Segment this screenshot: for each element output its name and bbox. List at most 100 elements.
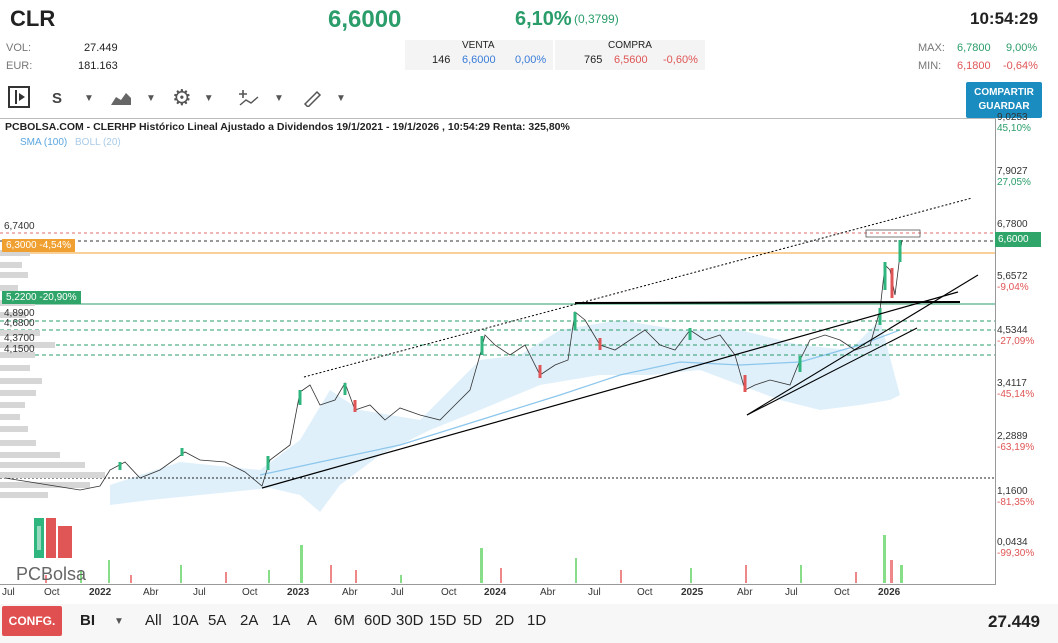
footer-volume: 27.449: [988, 612, 1040, 631]
gear-icon: ⚙: [172, 85, 192, 110]
bollinger-band: [110, 320, 900, 512]
right-axis-pct: 45,10%: [997, 123, 1031, 134]
timeframe-all[interactable]: All: [145, 612, 162, 629]
trendline-bottom: [746, 327, 918, 416]
chart-title: PCBOLSA.COM - CLERHP Histórico Lineal Aj…: [5, 121, 570, 133]
right-axis-pct: -27,09%: [997, 336, 1035, 347]
compra-box: [555, 40, 705, 70]
timeframe-60d[interactable]: 60D: [364, 612, 392, 629]
timeframe-2d[interactable]: 2D: [495, 612, 515, 629]
right-axis-value: 7,9027: [997, 166, 1028, 177]
x-axis-label: Abr: [540, 587, 556, 598]
x-axis-label: 2022: [89, 587, 112, 598]
footer-bar: [0, 604, 1058, 643]
pencil-icon: [303, 90, 322, 107]
min-label: MIN:: [918, 60, 942, 72]
x-axis-label: 2026: [878, 587, 901, 598]
right-axis-pct: -63,19%: [997, 442, 1035, 453]
x-axis-label: 2024: [484, 587, 507, 598]
sidebar-toggle-icon[interactable]: [8, 86, 30, 108]
logo-text: PCBolsa: [16, 564, 87, 584]
timeframe-a[interactable]: A: [307, 612, 318, 629]
compra-label: COMPRA: [608, 40, 652, 51]
x-axis-label: Jul: [193, 587, 206, 598]
chart-type-selector[interactable]: ▼: [110, 86, 156, 110]
timeframe-6m[interactable]: 6M: [334, 612, 355, 629]
venta-label: VENTA: [462, 40, 495, 51]
timeframe-10a[interactable]: 10A: [172, 612, 199, 629]
volume-bars: [45, 535, 903, 583]
vol-value: 27.449: [84, 42, 118, 54]
timeframe-5a[interactable]: 5A: [208, 612, 227, 629]
max-value: 6,7800: [957, 42, 991, 54]
trendline-support: [261, 291, 959, 489]
right-axis-pct: -45,14%: [997, 389, 1035, 400]
area-chart-icon: [111, 93, 131, 105]
timeframe-30d[interactable]: 30D: [396, 612, 424, 629]
price-line: [4, 239, 903, 491]
timeframe-5d[interactable]: 5D: [463, 612, 483, 629]
eur-value: 181.163: [78, 60, 118, 72]
timeframe-1d[interactable]: 1D: [527, 612, 547, 629]
legend-boll[interactable]: BOLL (20): [75, 137, 121, 148]
x-axis-label: Jul: [2, 587, 15, 598]
right-axis-value: 0,0434: [997, 537, 1028, 548]
min-value: 6,1800: [957, 60, 991, 72]
timeframe-2a[interactable]: 2A: [240, 612, 259, 629]
venta-box: [405, 40, 553, 70]
x-axis-label: Oct: [242, 587, 258, 598]
chevron-down-icon: ▼: [336, 92, 346, 104]
compra-pct: -0,60%: [663, 54, 698, 66]
left-level-4890: 4,8900: [4, 308, 35, 319]
x-axis-label: Oct: [834, 587, 850, 598]
right-axis-pct: -9,04%: [997, 282, 1029, 293]
sma-line: [259, 329, 901, 476]
right-axis-value: 3,4117: [997, 378, 1027, 389]
scale-label: S: [52, 89, 63, 107]
bar-interval-select[interactable]: BI: [80, 612, 95, 629]
eur-label: EUR:: [6, 60, 33, 72]
ticker-symbol: CLR: [10, 6, 56, 31]
settings-selector[interactable]: ⚙ ▼: [172, 85, 214, 110]
max-label: MAX:: [918, 42, 945, 54]
x-axis-label: Oct: [637, 587, 653, 598]
x-axis-label: Abr: [342, 587, 358, 598]
trendline-upper-dotted: [303, 197, 973, 378]
price-box: [865, 229, 921, 238]
share-label: COMPARTIR: [974, 87, 1034, 98]
compra-price: 6,5600: [614, 54, 648, 66]
right-axis-value: 1,1600: [997, 486, 1028, 497]
timeframe-1a[interactable]: 1A: [272, 612, 291, 629]
left-level-6740: 6,7400: [4, 221, 35, 232]
chevron-down-icon: ▼: [84, 92, 94, 104]
left-level-4370: 4,3700: [4, 333, 35, 344]
legend-sma[interactable]: SMA (100): [20, 137, 68, 148]
right-axis-value: 6,7800: [997, 219, 1028, 230]
x-axis-label: Jul: [588, 587, 601, 598]
drawing-tools-selector[interactable]: ▼: [302, 86, 346, 110]
config-button[interactable]: CONFG.: [2, 606, 62, 636]
trendline-lower: [746, 274, 979, 416]
chevron-down-icon: ▼: [146, 92, 156, 104]
right-axis-value: 9,0253: [997, 112, 1028, 123]
scale-selector[interactable]: S ▼: [52, 86, 94, 110]
change-absolute: (0,3799): [574, 12, 619, 26]
right-axis-value: 2,2889: [997, 431, 1028, 442]
candles: [118, 240, 902, 470]
chevron-down-icon[interactable]: ▼: [114, 616, 124, 627]
x-axis-label: Jul: [785, 587, 798, 598]
share-save-button[interactable]: COMPARTIR GUARDAR: [966, 82, 1042, 118]
venta-price: 6,6000: [462, 54, 496, 66]
volume-profile: [0, 250, 105, 498]
right-axis-value: 5,6572: [997, 271, 1028, 282]
pcbolsa-logo: [34, 518, 72, 558]
x-axis-label: Oct: [44, 587, 60, 598]
chevron-down-icon: ▼: [203, 92, 214, 104]
timeframe-15d[interactable]: 15D: [429, 612, 457, 629]
chevron-down-icon: ▼: [274, 92, 284, 104]
right-axis-pct: -81,35%: [997, 497, 1035, 508]
left-level-5220: 5,2200 -20,90%: [2, 291, 81, 304]
venta-pct: 0,00%: [515, 54, 547, 66]
indicators-selector[interactable]: ▼: [238, 86, 284, 110]
